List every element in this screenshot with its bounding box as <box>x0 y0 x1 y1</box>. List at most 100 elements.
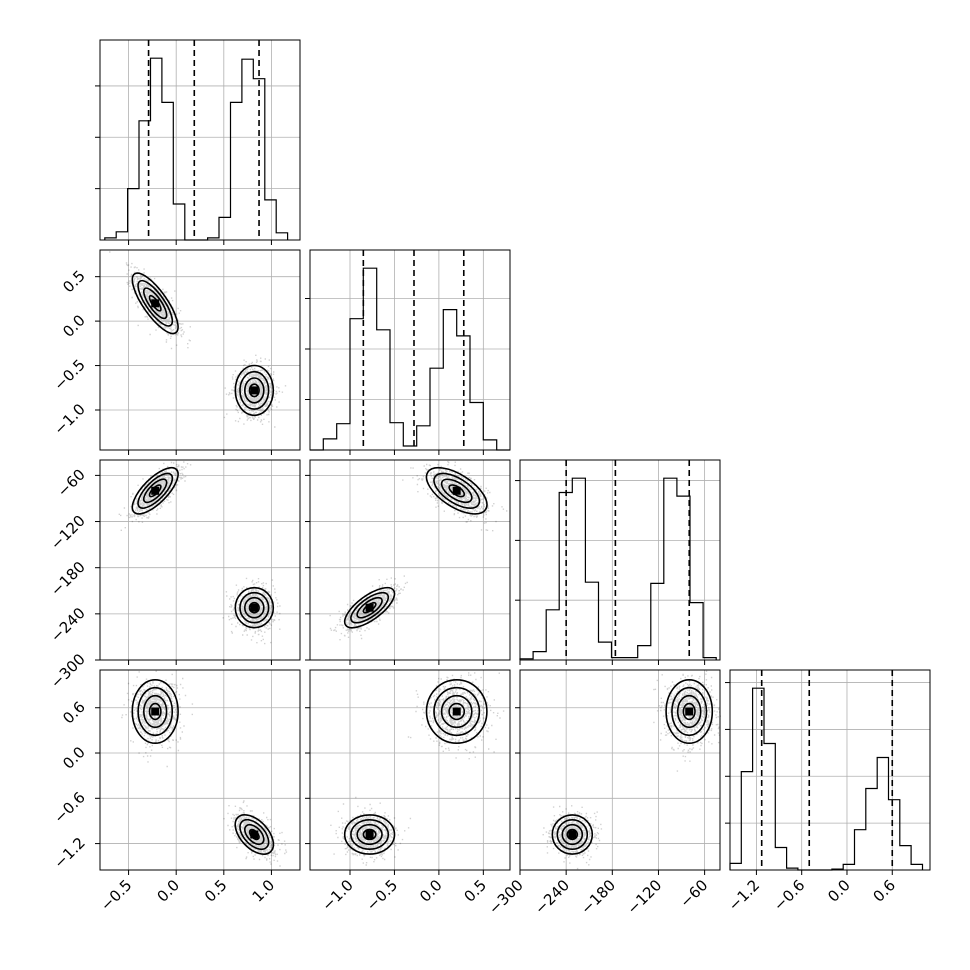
x-tick-label: 0.0 <box>824 876 854 906</box>
x-tick-label: −300 <box>485 876 527 918</box>
scatter-points-1 <box>330 796 412 866</box>
panel-frame <box>729 669 931 871</box>
density-peak-1 <box>365 603 374 612</box>
x-tick-label: −0.5 <box>97 876 135 914</box>
histogram-step-1 <box>310 267 510 451</box>
density-contour-0-1 <box>433 686 481 737</box>
y-tick-label: 0.5 <box>59 267 89 297</box>
panel-2-0 <box>95 459 301 665</box>
scatter-points-0 <box>653 670 721 772</box>
density-contour-1-0 <box>234 814 275 855</box>
y-tick-label: 0.0 <box>59 311 89 341</box>
x-tick-label: −180 <box>577 876 619 918</box>
panel-2-1 <box>305 459 511 665</box>
density-contour-0-0 <box>131 679 179 745</box>
density-contour-1-1 <box>239 591 270 624</box>
x-tick-label: −240 <box>531 876 573 918</box>
density-contour-1-3 <box>362 828 377 841</box>
x-tick-label: −120 <box>623 876 665 918</box>
y-tick-label: −300 <box>47 650 89 692</box>
x-tick-label: −1.2 <box>725 876 763 914</box>
x-tick-label: −0.5 <box>363 876 401 914</box>
density-contour-0-1 <box>137 472 174 509</box>
density-contour-0-3 <box>148 702 162 721</box>
density-contour-0-0 <box>131 272 179 335</box>
panel-3-2 <box>515 669 721 875</box>
panel-frame <box>99 459 301 661</box>
panel-frame <box>519 459 721 661</box>
scatter-points-0 <box>402 461 508 532</box>
density-contour-0-2 <box>440 478 473 504</box>
histogram-step-3 <box>729 687 924 871</box>
panel-3-0 <box>95 669 301 875</box>
density-contour-1-1 <box>350 818 390 850</box>
panel-1-0 <box>95 249 301 455</box>
x-tick-label: 1.0 <box>249 876 279 906</box>
density-peak-0 <box>685 707 694 716</box>
y-tick-label: −1.0 <box>50 400 88 438</box>
density-contour-1-0 <box>234 364 275 417</box>
panel-frame <box>99 39 301 241</box>
density-contour-0-3 <box>448 702 466 721</box>
density-contour-1-2 <box>356 596 383 619</box>
panel-1-1 <box>305 249 511 455</box>
density-contour-0-2 <box>440 694 473 729</box>
density-contour-0-2 <box>142 287 168 320</box>
panel-frame <box>309 669 511 871</box>
x-tick-label: 0.0 <box>416 876 446 906</box>
density-peak-1 <box>250 830 259 839</box>
histogram-step-2 <box>519 477 717 660</box>
panel-3-1 <box>305 669 511 875</box>
density-contour-1-2 <box>244 823 265 846</box>
density-contour-0-2 <box>676 694 702 729</box>
panel-frame <box>519 669 721 871</box>
density-contour-1-0 <box>551 814 594 855</box>
density-peak-0 <box>151 707 160 716</box>
y-tick-label: −120 <box>47 512 89 554</box>
y-tick-label: −240 <box>47 604 89 646</box>
panel-frame <box>309 249 511 451</box>
x-tick-label: −60 <box>676 876 711 911</box>
density-peak-0 <box>452 486 461 495</box>
density-contour-0-0 <box>665 678 714 744</box>
density-contour-1-2 <box>356 823 383 846</box>
density-contour-1-1 <box>239 818 270 851</box>
density-contour-0-1 <box>137 686 174 737</box>
scatter-points-0 <box>118 461 192 531</box>
density-contour-0-1 <box>671 686 708 737</box>
density-peak-0 <box>151 486 160 495</box>
density-contour-1-0 <box>343 814 396 855</box>
density-peak-0 <box>151 299 160 308</box>
panel-3-3 <box>725 669 931 875</box>
density-contour-0-2 <box>142 478 168 504</box>
density-contour-0-0 <box>131 466 179 515</box>
density-contour-1-3 <box>248 383 260 398</box>
y-tick-label: 0.0 <box>59 743 89 773</box>
panel-2-2 <box>515 459 721 665</box>
density-contour-0-3 <box>682 702 696 721</box>
density-contour-0-1 <box>433 472 481 509</box>
scatter-points-0 <box>407 672 505 760</box>
y-tick-label: 0.6 <box>59 698 89 728</box>
panel-frame <box>309 459 511 661</box>
x-tick-label: −1.0 <box>318 876 356 914</box>
histogram-step-0 <box>104 57 289 241</box>
density-contour-0-0 <box>425 466 488 515</box>
density-peak-1 <box>568 830 577 839</box>
density-contour-1-2 <box>244 596 265 619</box>
y-tick-label: −0.6 <box>50 788 88 826</box>
y-tick-label: −1.2 <box>50 834 88 872</box>
density-contour-1-3 <box>248 601 260 614</box>
y-tick-label: −60 <box>54 465 89 500</box>
density-contour-1-0 <box>234 586 275 629</box>
density-peak-1 <box>250 386 259 395</box>
density-contour-0-0 <box>425 678 488 744</box>
density-contour-0-1 <box>137 279 174 327</box>
scatter-points-1 <box>222 577 281 645</box>
density-contour-1-2 <box>244 377 265 404</box>
y-tick-label: −180 <box>47 558 89 600</box>
panel-frame <box>99 669 301 871</box>
x-tick-label: 0.6 <box>870 876 900 906</box>
density-contour-1-1 <box>350 591 390 624</box>
